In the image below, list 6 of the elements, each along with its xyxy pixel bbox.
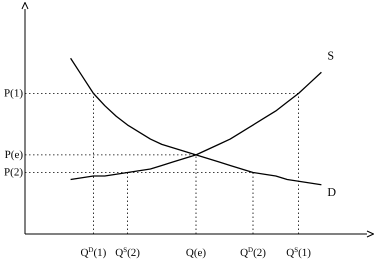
series-label: S [327, 48, 334, 62]
ref-line-label: P(e) [4, 148, 24, 161]
ref-line-label: P(1) [4, 87, 24, 100]
ref-line-label: P(2) [4, 166, 24, 178]
series-label: D [327, 184, 336, 199]
x-tick-label: Q(e) [186, 247, 206, 259]
